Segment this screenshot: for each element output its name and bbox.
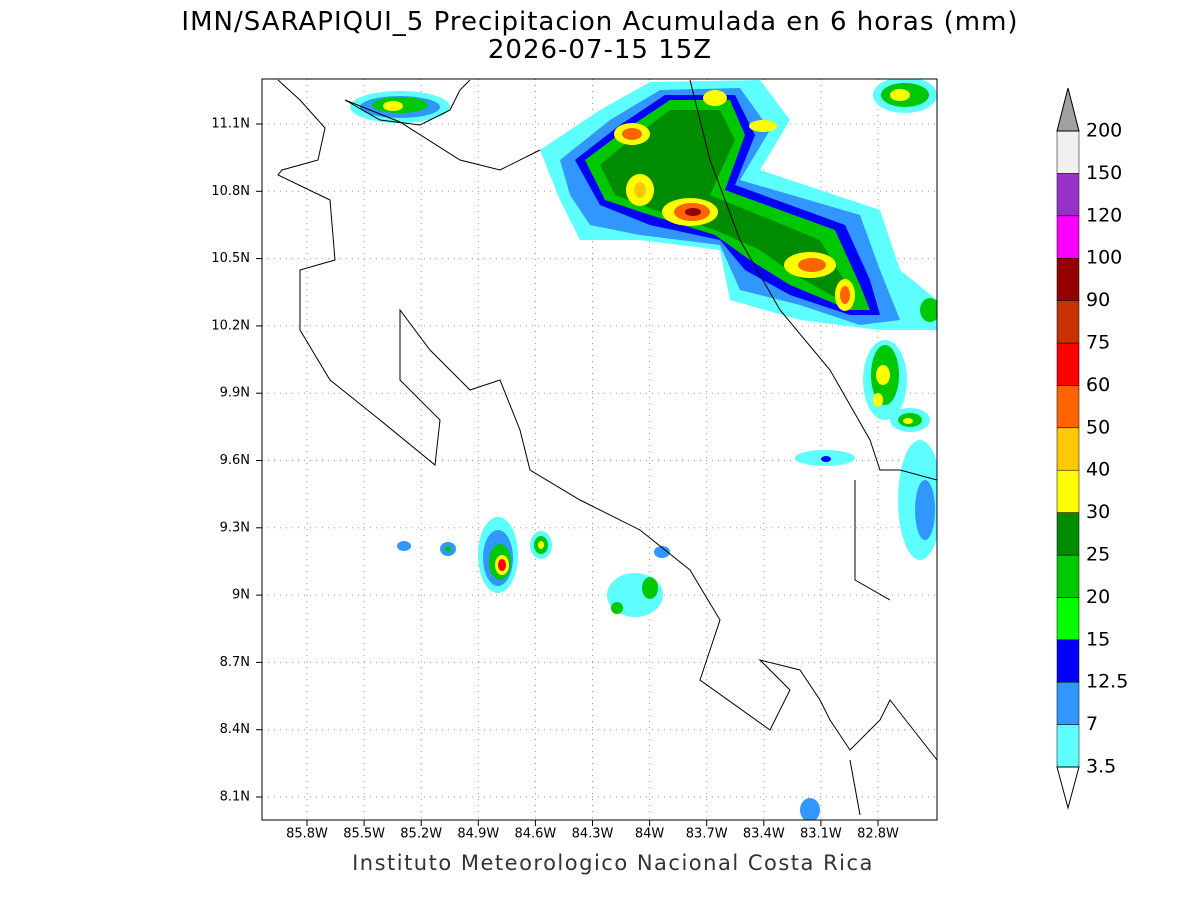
lat-label: 9.6N bbox=[220, 453, 250, 468]
colorbar-swatch bbox=[1056, 724, 1080, 768]
footer: Instituto Meteorologico Nacional Costa R… bbox=[352, 851, 874, 875]
colorbar-label: 90 bbox=[1086, 289, 1110, 311]
lat-label: 8.1N bbox=[220, 790, 250, 805]
lat-label: 10.2N bbox=[211, 318, 250, 333]
lon-label: 85.2W bbox=[400, 827, 442, 842]
colorbar: 3.5 7 12.5 15 20 25 30 40 50 60 75 90 100 120 150 200 bbox=[1056, 87, 1128, 810]
colorbar-swatch bbox=[1056, 257, 1080, 301]
lon-label: 84.6W bbox=[514, 827, 556, 842]
colorbar-label: 200 bbox=[1086, 120, 1122, 142]
colorbar-swatch bbox=[1056, 554, 1080, 598]
colorbar-label: 12.5 bbox=[1086, 671, 1128, 693]
colorbar-label: 3.5 bbox=[1086, 756, 1116, 778]
colorbar-swatch bbox=[1056, 173, 1080, 217]
colorbar-swatch bbox=[1056, 512, 1080, 556]
plot-frame bbox=[261, 78, 938, 821]
subtitle: 2026-07-15 15Z bbox=[488, 35, 712, 65]
colorbar-label: 60 bbox=[1086, 374, 1110, 396]
lon-label: 83.7W bbox=[686, 827, 728, 842]
lon-label: 83.4W bbox=[743, 827, 785, 842]
colorbar-label: 50 bbox=[1086, 416, 1110, 438]
colorbar-swatch bbox=[1056, 215, 1080, 259]
colorbar-swatch bbox=[1056, 597, 1080, 641]
lat-label: 8.7N bbox=[220, 655, 250, 670]
colorbar-label: 150 bbox=[1086, 162, 1122, 184]
colorbar-swatch bbox=[1056, 300, 1080, 344]
lon-label: 84W bbox=[635, 827, 665, 842]
axes: 11.1N 10.8N 10.5N 10.2N 9.9N 9.6N 9.3N 9N 8.7N 8.… bbox=[211, 117, 899, 842]
colorbar-label: 25 bbox=[1086, 544, 1110, 566]
colorbar-label: 120 bbox=[1086, 204, 1122, 226]
colorbar-swatch bbox=[1056, 342, 1080, 386]
colorbar-label: 30 bbox=[1086, 501, 1110, 523]
colorbar-label: 75 bbox=[1086, 332, 1110, 354]
colorbar-label: 100 bbox=[1086, 247, 1122, 269]
colorbar-label: 40 bbox=[1086, 459, 1110, 481]
colorbar-label: 20 bbox=[1086, 586, 1110, 608]
colorbar-over bbox=[1056, 87, 1080, 132]
lon-label: 85.8W bbox=[286, 827, 328, 842]
colorbar-under bbox=[1056, 766, 1080, 810]
lon-label: 84.9W bbox=[457, 827, 499, 842]
colorbar-swatch bbox=[1056, 427, 1080, 471]
plot-area bbox=[262, 79, 937, 820]
lat-label: 10.8N bbox=[211, 184, 250, 199]
colorbar-label: 15 bbox=[1086, 628, 1110, 650]
lat-label: 9N bbox=[232, 588, 250, 603]
colorbar-swatch bbox=[1056, 639, 1080, 683]
colorbar-label: 7 bbox=[1086, 713, 1098, 735]
colorbar-swatch bbox=[1056, 469, 1080, 513]
title: IMN/SARAPIQUI_5 Precipitacion Acumulada … bbox=[181, 7, 1018, 37]
colorbar-swatch bbox=[1056, 130, 1080, 174]
coastline bbox=[277, 79, 937, 816]
lon-label: 85.5W bbox=[343, 827, 385, 842]
lat-label: 9.3N bbox=[220, 520, 250, 535]
lat-label: 11.1N bbox=[211, 117, 250, 132]
lon-label: 84.3W bbox=[572, 827, 614, 842]
colorbar-swatch bbox=[1056, 681, 1080, 725]
lat-label: 8.4N bbox=[220, 722, 250, 737]
precipitation bbox=[350, 79, 937, 820]
lat-label: 9.9N bbox=[220, 386, 250, 401]
lat-label: 10.5N bbox=[211, 251, 250, 266]
colorbar-swatch bbox=[1056, 385, 1080, 429]
lon-label: 83.1W bbox=[800, 827, 842, 842]
lon-label: 82.8W bbox=[857, 827, 899, 842]
